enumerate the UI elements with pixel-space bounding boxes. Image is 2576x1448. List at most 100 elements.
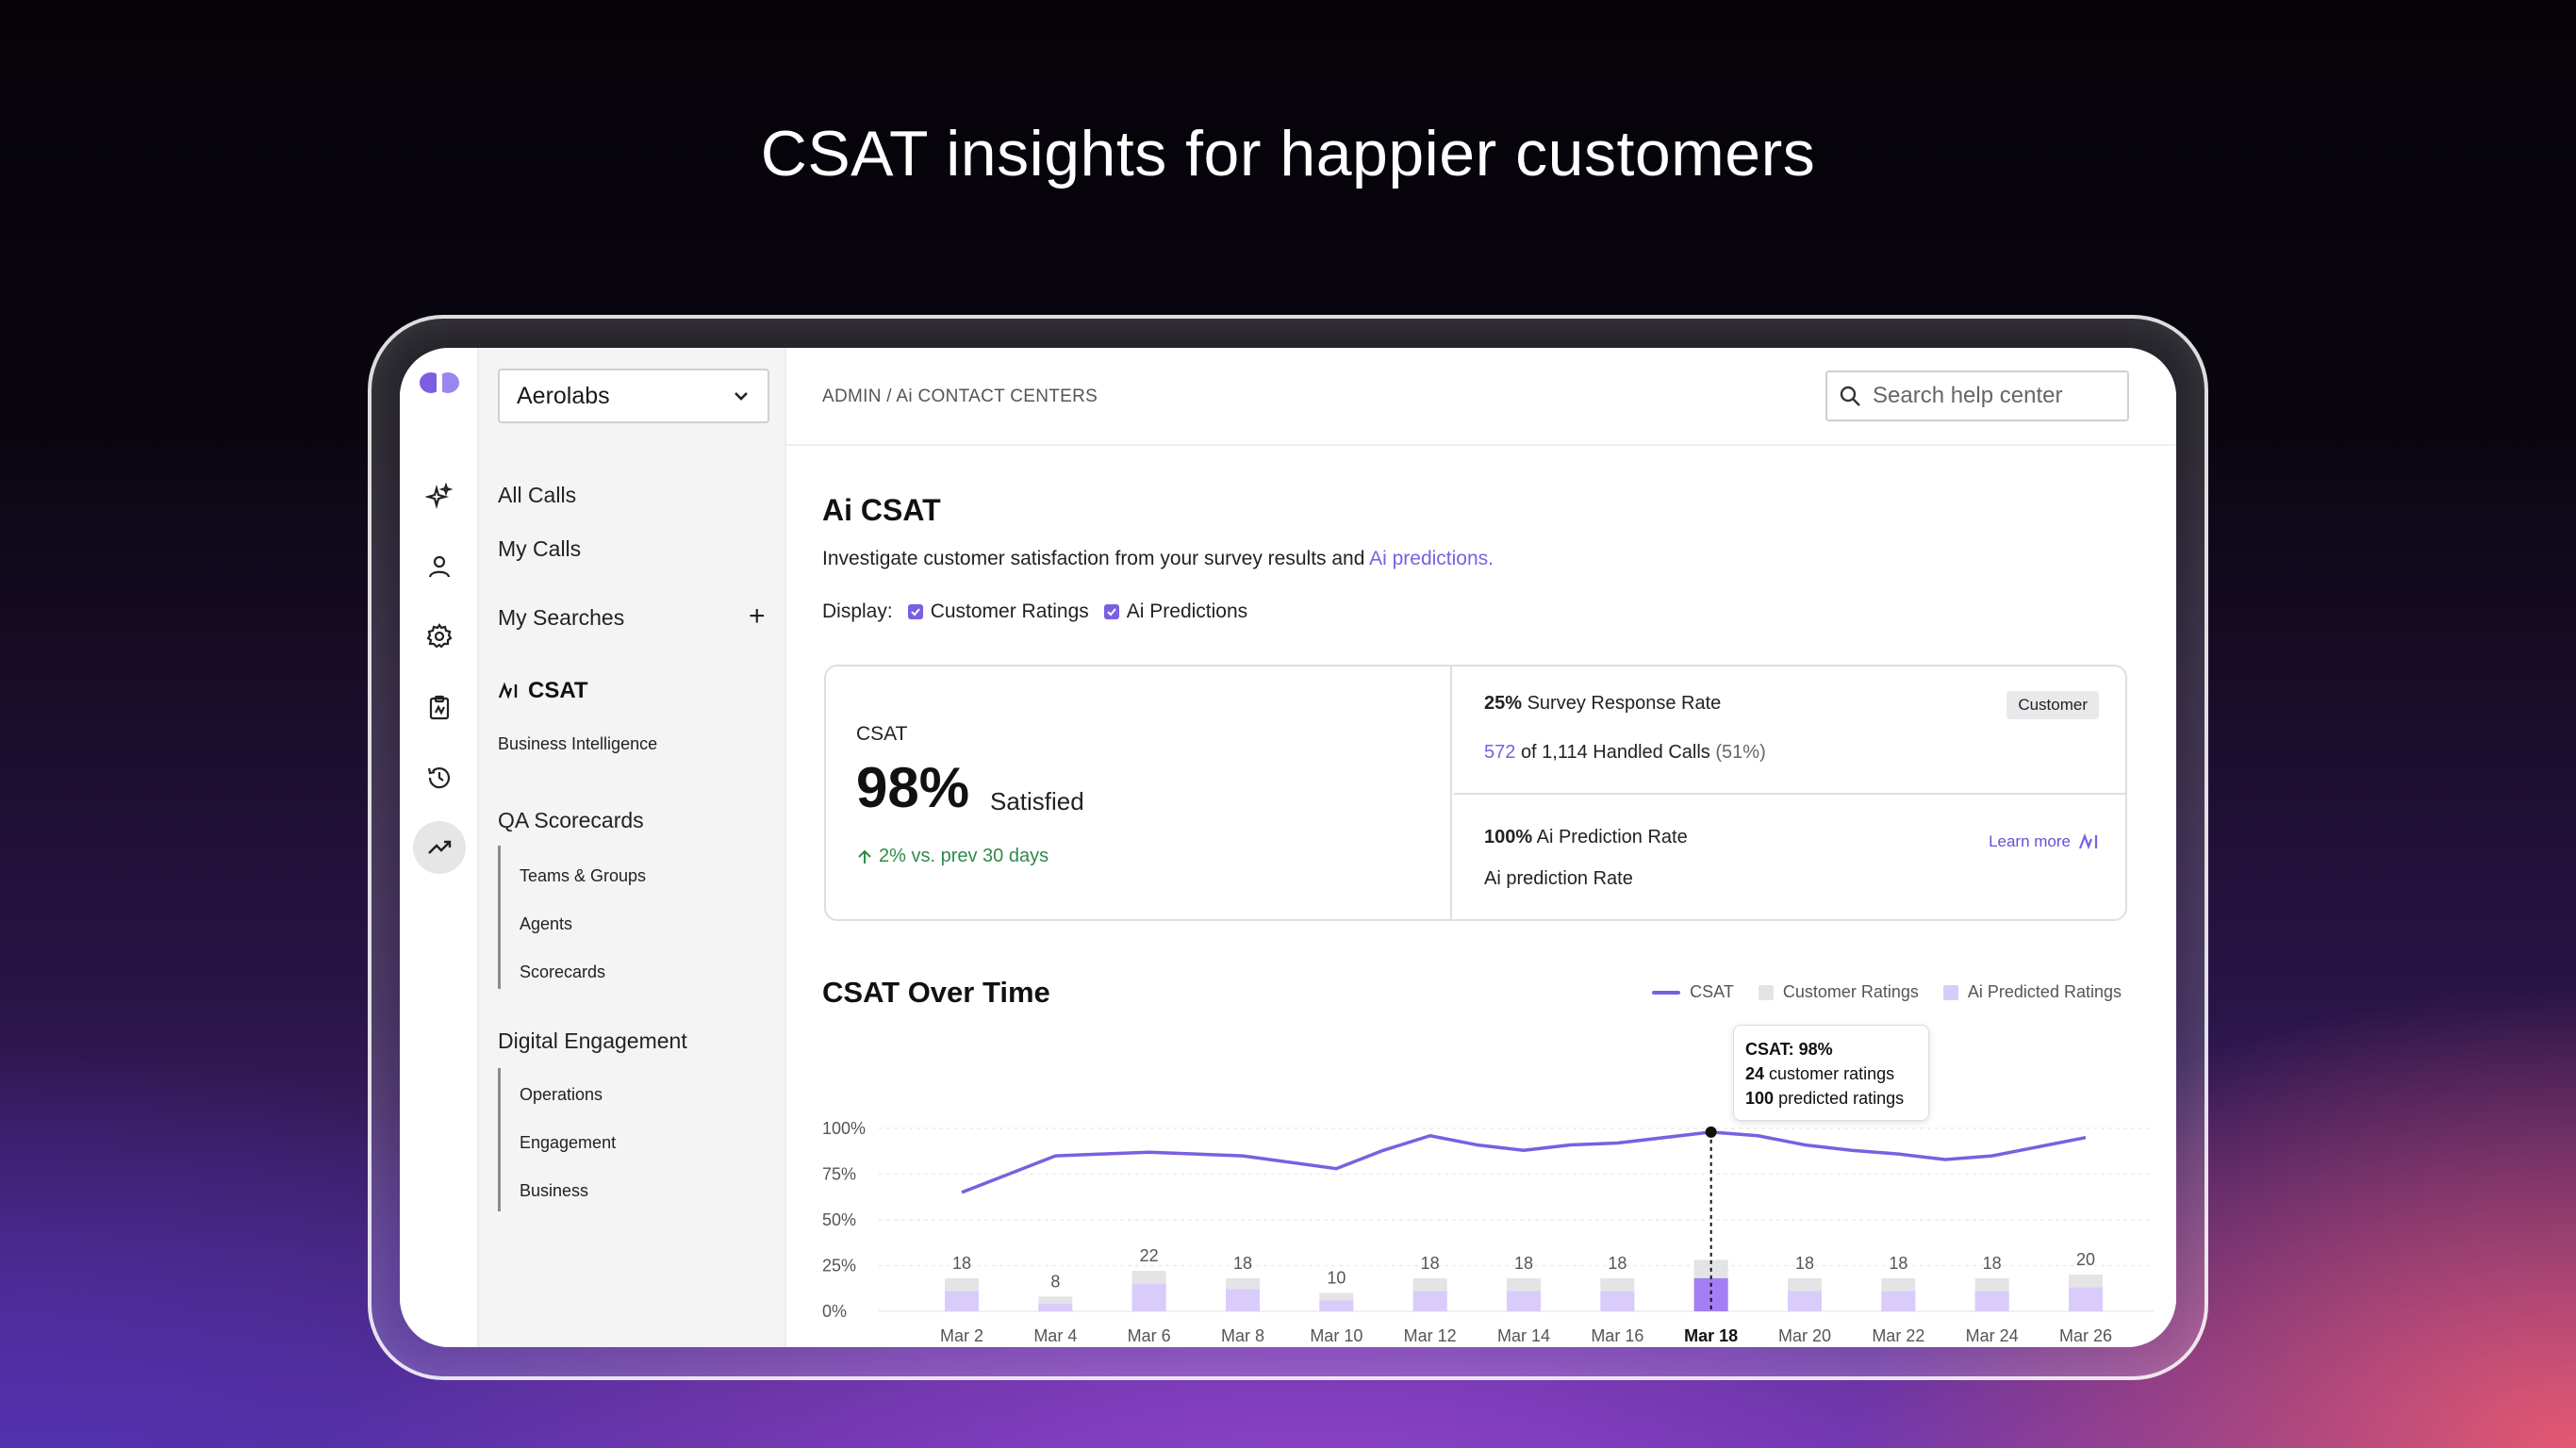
ai-predicted-bar [1507, 1291, 1541, 1311]
legend-box-swatch [1942, 984, 1958, 1000]
nav-tree-line [498, 1068, 501, 1211]
csat-suffix: Satisfied [990, 787, 1084, 815]
x-tick-label: Mar 24 [1966, 1326, 2019, 1345]
y-tick-label: 100% [822, 1119, 866, 1138]
x-tick-label: Mar 4 [1033, 1326, 1077, 1345]
legend-csat[interactable]: CSAT [1652, 982, 1734, 1002]
legend-customer-label: Customer Ratings [1782, 982, 1919, 1001]
bar-value-label: 8 [1050, 1272, 1060, 1291]
handled-text: of 1,114 Handled Calls [1520, 742, 1710, 763]
chevron-down-icon [735, 392, 748, 401]
customer-ratings-checkbox[interactable]: Customer Ratings [907, 601, 1089, 623]
x-tick-label: Mar 6 [1128, 1326, 1171, 1345]
nav-scorecards[interactable]: Scorecards [520, 963, 606, 981]
bar-value-label: 22 [1140, 1246, 1159, 1265]
gear-icon[interactable] [413, 610, 466, 663]
breadcrumb[interactable]: ADMIN / Ai CONTACT CENTERS [822, 387, 1098, 406]
sparkles-icon[interactable] [413, 470, 466, 523]
tooltip-title: CSAT: 98% [1745, 1040, 1833, 1059]
display-label: Display: [822, 601, 893, 622]
clipboard-icon[interactable] [413, 682, 466, 734]
ai-logo-icon [498, 683, 518, 699]
x-tick-label: Mar 26 [2059, 1326, 2112, 1345]
org-select[interactable]: Aerolabs [498, 369, 769, 423]
bar-value-label: 18 [952, 1254, 971, 1273]
y-tick-label: 0% [822, 1302, 847, 1321]
app-window: Aerolabs All Calls My Calls My Searches … [400, 348, 2176, 1347]
learn-more-link[interactable]: Learn more [1989, 832, 2099, 851]
legend-customer-ratings[interactable]: Customer Ratings [1758, 982, 1919, 1002]
chart-title: CSAT Over Time [822, 976, 1050, 1009]
ai-predictions-checkbox[interactable]: Ai Predictions [1103, 601, 1247, 623]
customer-tag: Customer [2006, 691, 2099, 719]
nav-engagement[interactable]: Engagement [520, 1133, 617, 1152]
headline: CSAT insights for happier customers [760, 118, 1816, 189]
tooltip-predicted: 100 predicted ratings [1745, 1086, 1917, 1111]
top-bar: ADMIN / Ai CONTACT CENTERS [786, 348, 2176, 446]
bar-value-label: 18 [1608, 1254, 1627, 1273]
nav-csat[interactable]: CSAT [498, 678, 588, 704]
nav-teams-groups[interactable]: Teams & Groups [520, 866, 647, 885]
tooltip-predicted-text: predicted ratings [1778, 1089, 1905, 1108]
legend-ai-predicted[interactable]: Ai Predicted Ratings [1942, 982, 2122, 1002]
arrow-up-icon [858, 849, 871, 864]
y-tick-label: 50% [822, 1210, 856, 1229]
bar-value-label: 10 [1327, 1269, 1346, 1288]
bar-value-label: 20 [2076, 1250, 2095, 1269]
y-tick-label: 25% [822, 1257, 856, 1275]
summary-card: CSAT 98% Satisfied 2% vs. prev 30 days 2… [824, 665, 2127, 921]
nav-all-calls[interactable]: All Calls [498, 483, 577, 507]
ai-predicted-bar [1131, 1283, 1166, 1311]
trending-up-icon[interactable] [413, 821, 466, 874]
handled-highlight: 572 [1484, 742, 1516, 763]
chart-tooltip: CSAT: 98% 24 customer ratings 100 predic… [1733, 1025, 1929, 1121]
bar-value-label: 18 [1983, 1254, 2002, 1273]
history-icon[interactable] [413, 751, 466, 804]
icon-rail [400, 348, 479, 1347]
ai-predicted-bar [1319, 1300, 1354, 1311]
ai-predicted-bar [2069, 1287, 2103, 1311]
csat-chart: 100% 75% 50% 25% 0% 18 Mar 2 8 Mar 4 22 Mar 6 18 Mar… [822, 1119, 2154, 1345]
legend-line-swatch [1652, 990, 1681, 995]
search-input[interactable] [1873, 383, 2108, 409]
user-icon[interactable] [413, 540, 466, 593]
ai-predicted-bar [1226, 1289, 1260, 1311]
nav-csat-label: CSAT [528, 678, 588, 703]
ai-predicted-bar [945, 1291, 979, 1311]
nav-agents[interactable]: Agents [520, 914, 573, 933]
nav-digital-engagement[interactable]: Digital Engagement [498, 1028, 687, 1053]
bar-value-label: 18 [1421, 1254, 1440, 1273]
page-subtitle: Investigate customer satisfaction from y… [822, 548, 1494, 570]
ai-predictions-link[interactable]: Ai predictions. [1369, 548, 1494, 569]
prediction-rate-panel: 100% Ai Prediction Rate Learn more Ai pr… [1454, 797, 2125, 919]
legend-box-swatch [1758, 984, 1774, 1000]
csat-highlight-point [1705, 1126, 1717, 1138]
nav-business-intelligence[interactable]: Business Intelligence [498, 734, 658, 753]
main-content: ADMIN / Ai CONTACT CENTERS Ai CSAT Inves… [786, 348, 2176, 1347]
nav-operations[interactable]: Operations [520, 1085, 603, 1104]
display-filters: Display: Customer Ratings Ai Predictions [822, 601, 1247, 623]
csat-delta-text: 2% vs. prev 30 days [879, 846, 1049, 866]
bar-value-label: 18 [1233, 1254, 1252, 1273]
x-tick-label: Mar 22 [1872, 1326, 1924, 1345]
search-box[interactable] [1825, 370, 2129, 421]
nav-business[interactable]: Business [520, 1181, 589, 1200]
bar-value-label: 18 [1889, 1254, 1907, 1273]
nav-my-calls[interactable]: My Calls [498, 536, 582, 561]
ai-logo-icon [2078, 833, 2098, 850]
ai-predicted-bar [1412, 1291, 1447, 1311]
page-title: Ai CSAT [822, 493, 941, 527]
tooltip-customer: 24 customer ratings [1745, 1061, 1917, 1086]
sidebar: Aerolabs All Calls My Calls My Searches … [479, 348, 786, 1347]
brand-logo-icon[interactable] [419, 369, 460, 402]
ai-predicted-bar [1600, 1291, 1635, 1311]
add-search-icon[interactable]: + [749, 601, 766, 632]
response-rate-value: 25% [1484, 693, 1523, 714]
x-tick-label: Mar 12 [1404, 1326, 1457, 1345]
nav-qa-scorecards[interactable]: QA Scorecards [498, 808, 644, 832]
handled-pct: (51%) [1715, 742, 1766, 763]
legend-ai-label: Ai Predicted Ratings [1967, 982, 2122, 1001]
nav-my-searches[interactable]: My Searches [498, 605, 625, 630]
learn-more-label: Learn more [1989, 832, 2071, 850]
prediction-rate: 100% Ai Prediction Rate [1484, 827, 1688, 848]
